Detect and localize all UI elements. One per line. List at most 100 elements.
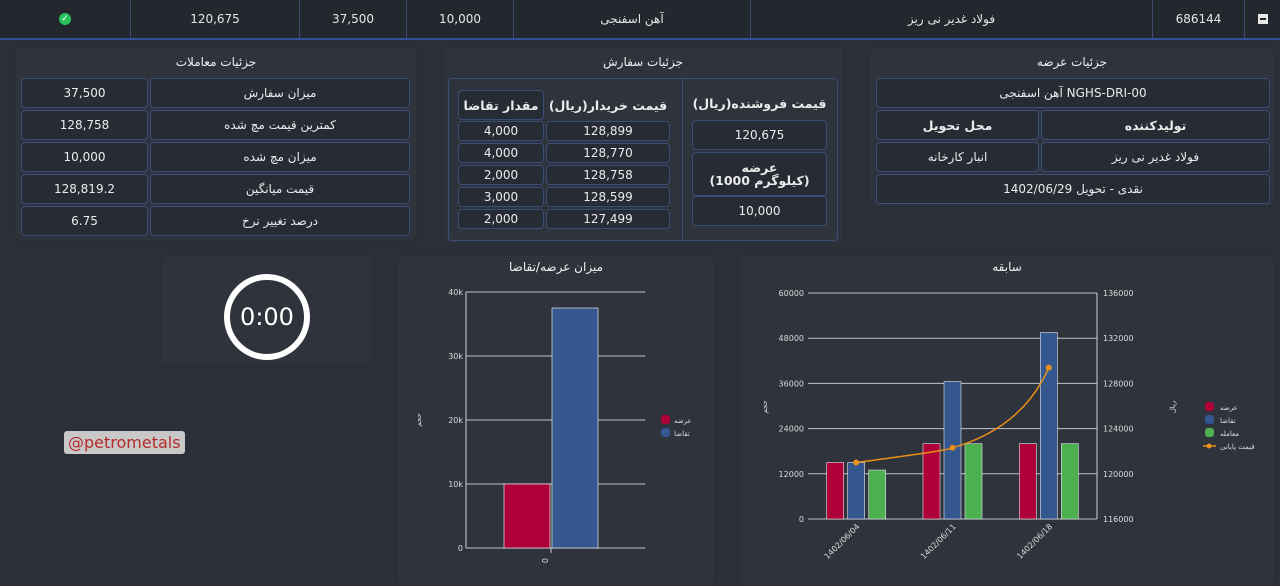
status-cell: ✓ [0,0,130,38]
supply-label-line1: عرضه [741,160,778,175]
timer-panel: 0:00 [161,255,373,365]
history-bar [1019,443,1037,520]
y-axis-label: حجم [761,400,769,414]
supply-demand-chart-title: میزان عرضه/تقاضا [509,260,603,274]
legend-label: قیمت پایانی [1220,443,1255,451]
trade-label-4: قیمت میانگین [150,174,410,204]
bid-price-3: 128,758 [546,165,670,185]
y-tick-label: 30k [448,352,463,361]
countdown-timer: 0:00 [224,274,310,360]
y-tick-label: 0 [458,544,463,553]
bid-price-4: 128,599 [546,187,670,207]
trade-label-1: میزان سفارش [150,78,410,108]
y-tick-label: 10k [448,480,463,489]
order-details-title: جزئیات سفارش [603,55,683,69]
trade-label-5: درصد تغییر نرخ [150,206,410,236]
bid-qty-4: 3,000 [458,187,544,207]
payment-terms: نقدی - تحویل 1402/06/29 [876,174,1270,204]
producer-value: فولاد غدیر نی ریز [1041,142,1270,172]
seller-price-label: قیمت فروشنده(ریال) [692,95,827,111]
trade-value-5: 6.75 [21,206,148,236]
y2-tick-label: 124000 [1103,425,1134,434]
history-chart-title: سابقه [992,260,1022,274]
y-tick-label: 0 [799,515,804,524]
product-code: آهن اسفنجی NGHS-DRI-00 [876,78,1270,108]
trade-label-3: میزان مچ شده [150,142,410,172]
trade-value-1: 37,500 [21,78,148,108]
y-axis-label: حجم [415,413,423,427]
legend-label: معامله [1220,430,1239,438]
y2-tick-label: 116000 [1103,515,1134,524]
y-tick-label: 48000 [779,334,804,343]
trade-value-4: 128,819.2 [21,174,148,204]
legend-swatch [1206,443,1212,449]
selected-offer-row[interactable]: 686144 فولاد غدیر نی ریز آهن اسفنجی 10,0… [0,0,1280,40]
history-bar [868,469,886,520]
order-details-frame [448,78,838,241]
final-price-point [853,459,860,466]
y2-tick-label: 136000 [1103,289,1134,298]
supply-label: عرضه (1000 کیلوگرم) [692,152,827,196]
bid-qty-5: 2,000 [458,209,544,229]
supply-value: 10,000 [692,196,827,226]
supply-demand-chart: 0 10k 20k 30k 40k حجم 0 عرضه تقاضا [415,288,692,563]
trade-label-2: کمترین قیمت مچ شده [150,110,410,140]
x-tick-label: 1402/06/18 [1015,522,1054,561]
collapse-icon[interactable] [1257,14,1268,24]
y2-tick-label: 120000 [1103,470,1134,479]
offer-producer: فولاد غدیر نی ریز [750,0,1152,38]
supply-label-line2: (1000 کیلوگرم) [709,173,810,188]
offer-price: 120,675 [130,0,299,38]
supply-demand-bar [503,483,551,549]
legend-swatch [661,415,670,424]
y2-tick-label: 132000 [1103,334,1134,343]
final-price-point [949,444,956,451]
y-tick-label: 12000 [779,470,804,479]
legend-label: تقاضا [674,430,690,438]
supply-details-panel: جزئیات عرضه آهن اسفنجی NGHS-DRI-00 تولید… [869,47,1275,207]
offer-category: آهن اسفنجی [513,0,750,38]
bid-qty-3: 2,000 [458,165,544,185]
y2-axis-label: ریال [1169,401,1177,414]
trade-details-panel: جزئیات معاملات میزان سفارش 37,500 کمترین… [15,47,417,241]
check-icon: ✓ [59,13,71,25]
bid-qty-1: 4,000 [458,121,544,141]
collapse-cell[interactable] [1244,0,1280,38]
offer-code: 686144 [1152,0,1244,38]
y2-tick-label: 128000 [1103,379,1134,388]
history-bar [826,462,844,520]
history-chart: 0 12000 24000 36000 48000 60000 116000 120000 12… [761,289,1255,561]
legend-swatch [1205,402,1214,411]
legend-label: تقاضا [1220,417,1236,425]
buy-price-header: قیمت خریدار(ریال) [548,97,668,113]
legend-label: عرضه [674,417,692,425]
history-chart-panel: سابقه 0 12000 24000 36000 48000 60000 116000 12… [739,255,1275,586]
history-bar [1061,443,1079,520]
x-tick-label: 1402/06/11 [919,522,958,561]
seller-price-value: 120,675 [692,120,827,150]
demand-qty-header: مقدار تقاضا [458,90,544,120]
y-tick-label: 36000 [779,379,804,388]
bid-qty-2: 4,000 [458,143,544,163]
legend-swatch [1205,415,1214,424]
trade-value-2: 128,758 [21,110,148,140]
supply-details-title: جزئیات عرضه [1036,55,1108,69]
bid-price-2: 128,770 [546,143,670,163]
legend-swatch [1205,428,1214,437]
offer-order-amount: 37,500 [299,0,406,38]
x-tick-label: 1402/06/04 [823,522,862,561]
bid-price-5: 127,499 [546,209,670,229]
history-bar [1040,332,1058,520]
x-tick-label: 0 [541,558,550,563]
y-tick-label: 40k [448,288,463,297]
offer-qty: 10,000 [406,0,513,38]
supply-demand-bar [551,307,599,549]
producer-label: تولیدکننده [1041,110,1270,140]
y-tick-label: 20k [448,416,463,425]
bid-price-1: 128,899 [546,121,670,141]
y-tick-label: 60000 [779,289,804,298]
history-bar [964,443,983,520]
trade-value-3: 10,000 [21,142,148,172]
y-tick-label: 24000 [779,425,804,434]
order-details-panel: جزئیات سفارش قیمت فروشنده(ریال) 120,675 … [442,47,844,244]
